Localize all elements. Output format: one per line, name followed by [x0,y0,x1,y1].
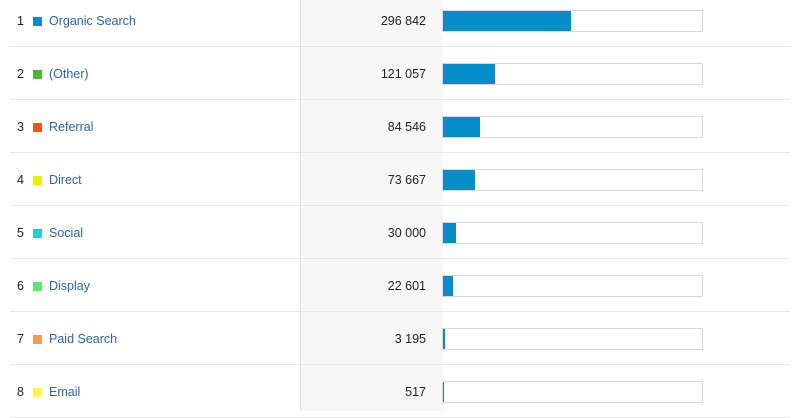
legend-swatch [33,281,42,291]
percentage-bar-fill [443,275,453,296]
channel-link[interactable]: Social [49,225,84,240]
channel-link[interactable]: Referral [49,119,94,134]
percentage-bar [442,9,703,32]
sessions-value: 84 546 [387,119,426,134]
legend-swatch [33,228,42,238]
sessions-value: 517 [405,384,426,399]
row-divider [10,364,790,365]
legend-swatch [33,122,42,132]
channel-link[interactable]: Organic Search [49,13,136,28]
row-divider [10,99,790,100]
legend-swatch [33,387,42,397]
percentage-bar [442,327,703,350]
legend-swatch [33,69,42,79]
percentage-bar-fill [443,63,495,84]
row-rank: 2 [17,66,24,81]
percentage-bar [442,168,703,191]
row-rank: 7 [17,331,24,346]
row-divider [10,311,790,312]
sessions-value: 30 000 [387,225,426,240]
table-row: 3 Referral 84 546 [0,100,790,153]
row-rank: 8 [17,384,24,399]
legend-swatch [33,16,42,26]
legend-swatch [33,334,42,344]
row-rank: 4 [17,172,24,187]
row-rank: 1 [17,13,24,28]
row-divider [10,46,790,47]
table-row: 8 Email 517 [0,365,790,418]
row-divider [10,258,790,259]
table-row: 2 (Other) 121 057 [0,47,790,100]
table-row: 6 Display 22 601 [0,259,790,312]
legend-swatch [33,175,42,185]
row-rank: 3 [17,119,24,134]
sessions-value: 3 195 [394,331,426,346]
sessions-value: 121 057 [380,66,426,81]
channel-link[interactable]: Direct [49,172,82,187]
percentage-bar-fill [443,328,445,349]
row-divider [10,205,790,206]
sessions-value: 73 667 [387,172,426,187]
percentage-bar [442,380,703,403]
percentage-bar [442,274,703,297]
channel-link[interactable]: Paid Search [49,331,118,346]
percentage-bar-fill [443,169,475,190]
row-divider [10,152,790,153]
sessions-value: 22 601 [387,278,426,293]
channel-link[interactable]: Email [49,384,81,399]
table-row: 5 Social 30 000 [0,206,790,259]
table-row: 1 Organic Search 296 842 [0,0,790,47]
percentage-bar-fill [443,116,480,137]
percentage-bar [442,62,703,85]
channel-link[interactable]: Display [49,278,90,293]
table-row: 4 Direct 73 667 [0,153,790,206]
sessions-value: 296 842 [380,13,426,28]
percentage-bar-fill [443,381,444,402]
percentage-bar-fill [443,222,456,243]
channel-link[interactable]: (Other) [49,66,89,81]
percentage-bar [442,221,703,244]
row-rank: 5 [17,225,24,240]
percentage-bar [442,115,703,138]
percentage-bar-fill [443,10,571,31]
table-row: 7 Paid Search 3 195 [0,312,790,365]
row-rank: 6 [17,278,24,293]
